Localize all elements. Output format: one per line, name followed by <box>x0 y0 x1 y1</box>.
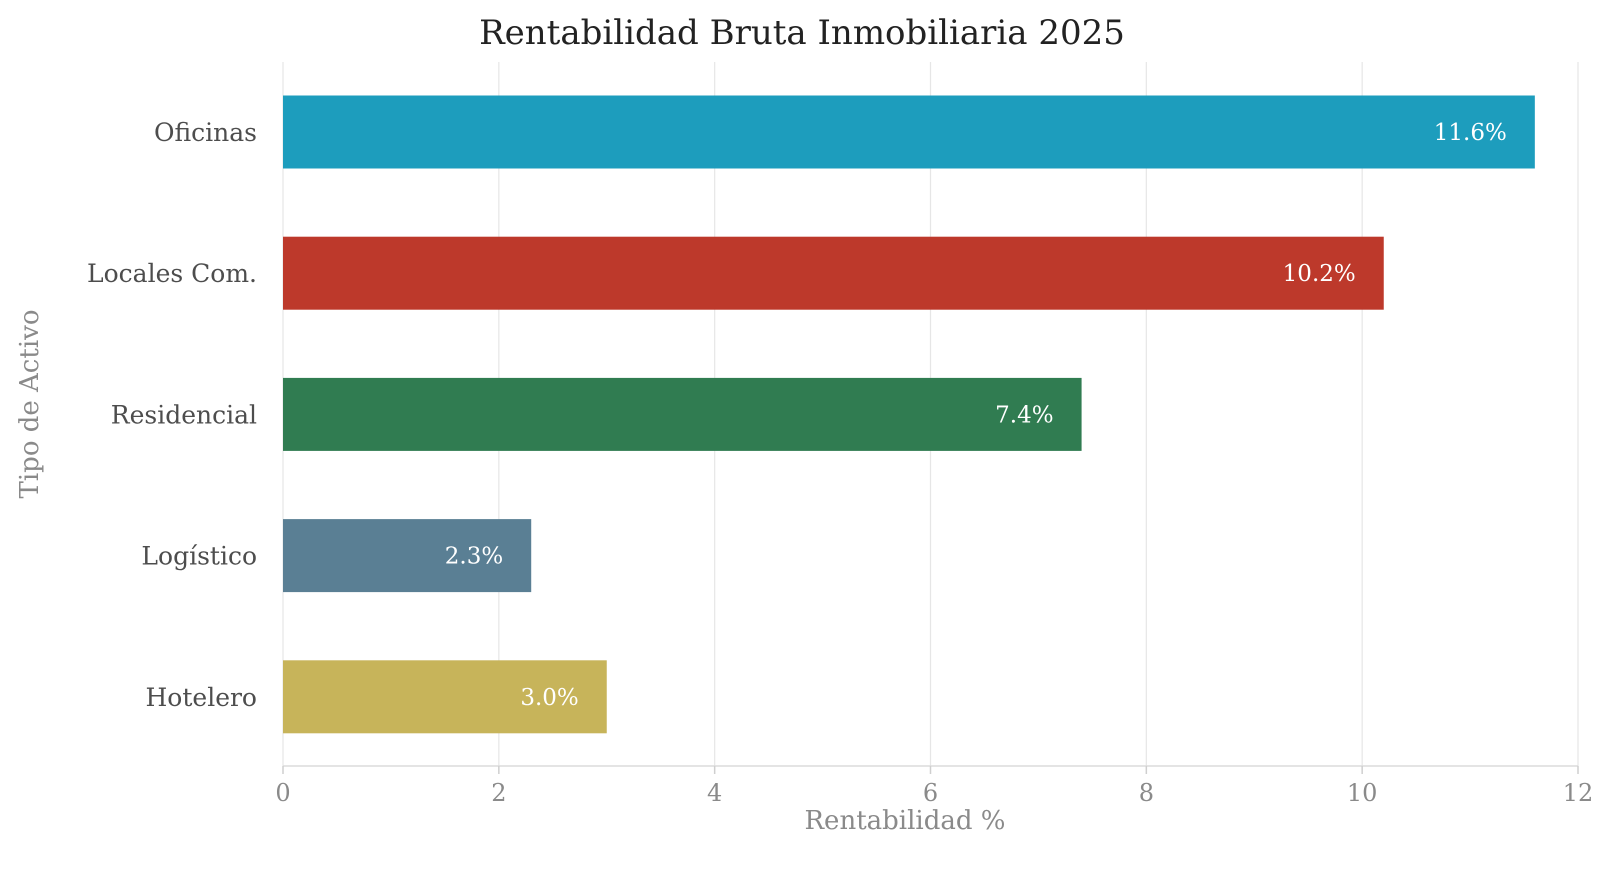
bar <box>283 236 1384 310</box>
x-axis-ticks: 0 2 4 6 8 10 12 <box>275 766 1593 807</box>
bar-value-label: 11.6% <box>1434 120 1507 146</box>
bar <box>283 519 532 593</box>
bar-value-label: 10.2% <box>1283 261 1356 287</box>
y-category-label: Logístico <box>141 542 257 571</box>
bar-value-label: 3.0% <box>520 685 578 711</box>
bar <box>283 377 1082 451</box>
y-category-label: Locales Com. <box>87 259 257 288</box>
y-category-label: Oficinas <box>154 118 257 147</box>
x-tick-label: 4 <box>707 779 722 807</box>
x-tick-label: 6 <box>923 779 938 807</box>
x-tick-label: 8 <box>1139 779 1154 807</box>
bar <box>283 660 607 734</box>
bar <box>283 95 1535 169</box>
x-tick-label: 0 <box>275 779 290 807</box>
bars <box>283 95 1535 734</box>
chart-title: Rentabilidad Bruta Inmobiliaria 2025 <box>479 13 1125 53</box>
y-category-label: Residencial <box>111 400 257 429</box>
y-category-label: Hotelero <box>146 683 258 712</box>
x-axis-title: Rentabilidad % <box>804 806 1005 836</box>
bar-value-labels: 11.6% 10.2% 7.4% 2.3% 3.0% <box>445 120 1507 711</box>
y-axis-title: Tipo de Activo <box>15 310 45 499</box>
x-tick-label: 12 <box>1563 779 1594 807</box>
y-axis-categories: Oficinas Locales Com. Residencial Logístico… <box>87 118 257 712</box>
x-tick-label: 10 <box>1347 779 1378 807</box>
bar-value-label: 2.3% <box>445 544 503 570</box>
bar-value-label: 7.4% <box>995 402 1053 428</box>
x-tick-label: 2 <box>491 779 506 807</box>
